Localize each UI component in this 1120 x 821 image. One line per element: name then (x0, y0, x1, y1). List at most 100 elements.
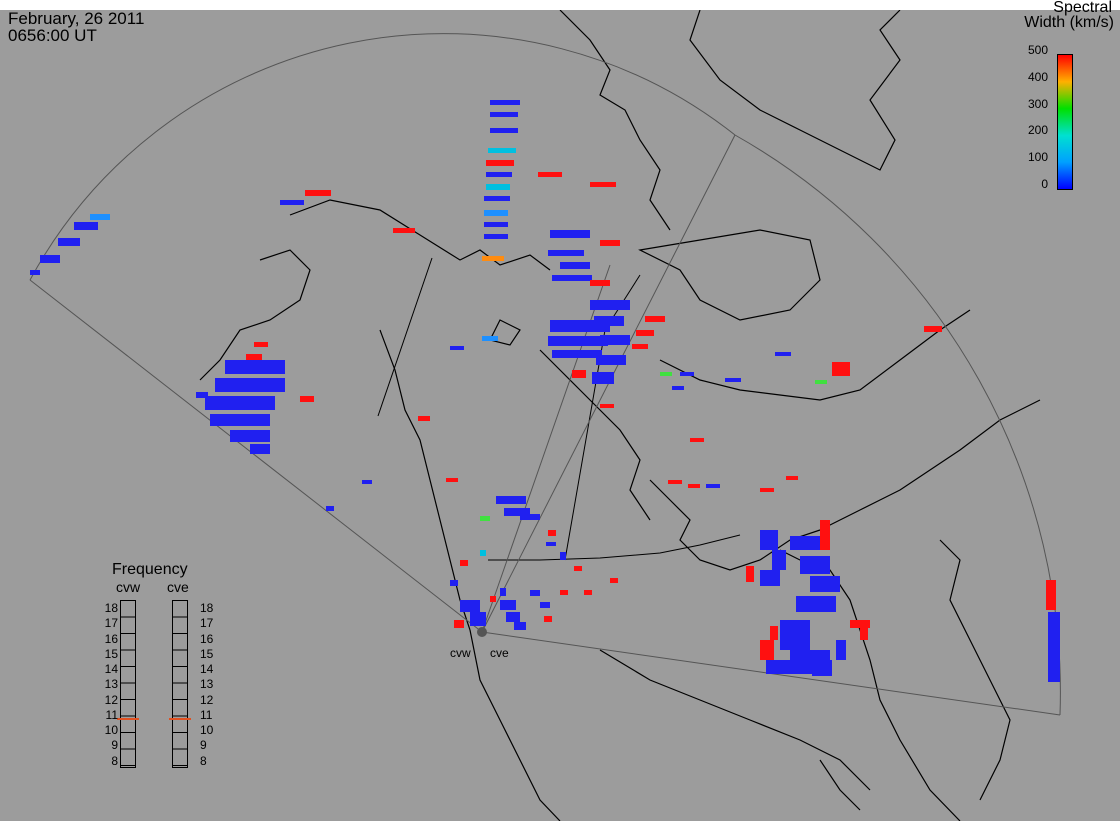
backscatter-cell (40, 255, 60, 263)
backscatter-cell (596, 355, 626, 365)
backscatter-cell (246, 354, 262, 360)
frequency-tick-right: 16 (200, 631, 214, 646)
backscatter-cell (548, 250, 584, 256)
backscatter-cell (590, 182, 616, 187)
backscatter-cell (772, 550, 786, 570)
frequency-marker-right (169, 717, 191, 720)
backscatter-cell (832, 362, 850, 376)
backscatter-cell (460, 600, 480, 612)
backscatter-cell (490, 128, 518, 133)
backscatter-cell (590, 300, 630, 310)
frequency-tick-right: 8 (200, 753, 207, 768)
backscatter-cell (548, 530, 556, 536)
backscatter-cell (706, 484, 720, 488)
coastlines (199, 10, 1041, 821)
backscatter-cell (600, 240, 620, 246)
backscatter-cell (484, 222, 508, 227)
backscatter-cell (668, 480, 682, 484)
frequency-tick-right: 15 (200, 646, 214, 661)
backscatter-cell (215, 378, 285, 392)
backscatter-cell (786, 476, 798, 480)
backscatter-cell (660, 372, 672, 376)
backscatter-cell (450, 580, 458, 586)
backscatter-cell (480, 516, 490, 521)
backscatter-cell (482, 336, 498, 341)
frequency-tick-right: 14 (200, 662, 214, 677)
backscatter-cell (552, 350, 602, 358)
frequency-tick-left: 13 (104, 677, 118, 692)
radar-site: cvw cve (450, 627, 509, 660)
backscatter-cell (500, 600, 516, 610)
backscatter-cell (482, 256, 504, 261)
colorbar-tick: 400 (1027, 69, 1048, 84)
backscatter-cell (484, 210, 508, 216)
frequency-tick-left: 17 (104, 616, 118, 631)
frequency-tick-right: 10 (200, 723, 214, 738)
frequency-tick-left: 9 (111, 738, 118, 753)
frequency-scale-right (172, 600, 188, 768)
backscatter-cell (645, 316, 665, 322)
colorbar-title-line1: Spectral (1053, 0, 1112, 16)
backscatter-cell (770, 626, 778, 640)
backscatter-cell (600, 335, 630, 345)
frequency-marker-left (117, 717, 139, 720)
frequency-tick-right: 17 (200, 616, 214, 631)
backscatter-cell (574, 566, 582, 571)
backscatter-cell (688, 484, 700, 488)
backscatter-cell (490, 112, 518, 117)
frequency-tick-left: 14 (104, 662, 118, 677)
backscatter-cell (924, 326, 942, 332)
backscatter-cell (210, 414, 270, 426)
backscatter-cell (815, 380, 827, 384)
backscatter-cell (632, 344, 648, 349)
backscatter-cell (504, 508, 530, 516)
backscatter-cell (418, 416, 430, 421)
backscatter-cell (725, 378, 741, 382)
backscatter-cell (594, 316, 624, 326)
colorbar-tick: 500 (1027, 43, 1048, 57)
backscatter-cell (636, 330, 654, 336)
backscatter-cell (548, 336, 608, 346)
backscatter-cell (500, 588, 506, 596)
backscatter-cell (74, 222, 98, 230)
backscatter-cell (600, 404, 614, 408)
backscatter-cell (560, 262, 590, 269)
backscatter-cell (30, 270, 40, 275)
radar-label-cvw: cvw (450, 646, 471, 660)
backscatter-cell (572, 370, 586, 378)
backscatter-cell (746, 566, 754, 582)
backscatter-cell (610, 578, 618, 583)
backscatter-cell (780, 620, 810, 650)
frequency-tick-right: 12 (200, 692, 214, 707)
frequency-tick-left: 8 (111, 753, 118, 768)
backscatter-cell (552, 275, 592, 281)
backscatter-cell (590, 280, 610, 286)
backscatter-cell (680, 372, 694, 376)
backscatter-cell (454, 620, 464, 628)
frequency-tick-right: 13 (200, 677, 214, 692)
backscatter-cell (530, 590, 540, 596)
frequency-radar-left-label: cvw (116, 579, 141, 595)
backscatter-cell (205, 396, 275, 410)
colorbar-tick: 200 (1027, 123, 1048, 138)
backscatter-cell (796, 596, 836, 612)
backscatter-cell (550, 230, 590, 238)
backscatter-cell (860, 620, 868, 640)
frequency-tick-left: 16 (104, 631, 118, 646)
backscatter-cell (196, 392, 208, 398)
plot-date: February, 26 2011 (8, 9, 145, 28)
frequency-tick-right: 9 (200, 738, 207, 753)
frequency-title: Frequency (112, 561, 188, 578)
backscatter-cell (254, 342, 268, 347)
backscatter-cell (490, 100, 520, 105)
backscatter-cell (790, 536, 820, 550)
backscatter-cell (546, 542, 556, 546)
backscatter-cell (584, 590, 592, 595)
backscatter-cell (484, 196, 510, 201)
backscatter-cell (90, 214, 110, 220)
frequency-scale-left (120, 600, 136, 768)
backscatter-cell (760, 570, 780, 586)
backscatter-cell (58, 238, 80, 246)
colorbar-tick: 100 (1027, 150, 1048, 165)
